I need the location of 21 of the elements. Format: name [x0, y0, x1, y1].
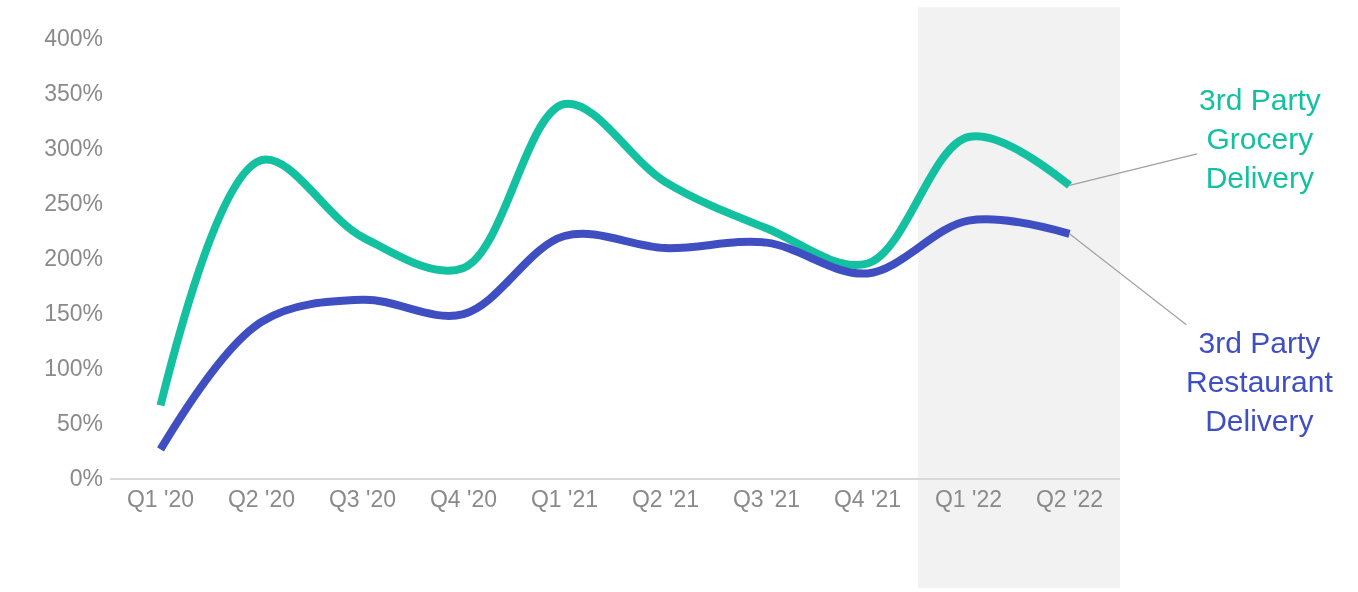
y-tick-label: 50%: [56, 410, 103, 437]
x-tick-label: Q1 '21: [530, 486, 599, 513]
y-tick-label: 250%: [44, 190, 103, 217]
text: 3rd Party Restaurant Delivery: [1186, 326, 1334, 437]
x-tick-label: Q3 '20: [328, 486, 397, 513]
y-tick-label: 150%: [44, 300, 103, 327]
x-tick-label: Q2 '21: [631, 486, 700, 513]
x-tick-label: Q1 '20: [126, 486, 195, 513]
y-tick-label: 0%: [69, 465, 103, 492]
x-tick-label: Q3 '21: [732, 486, 801, 513]
x-tick-label: Q2 '20: [227, 486, 296, 513]
x-tick-label: Q2 '22: [1035, 486, 1104, 513]
text: 3rd Party Grocery Delivery: [1199, 83, 1321, 194]
x-tick-label: Q1 '22: [934, 486, 1003, 513]
y-tick-label: 350%: [44, 80, 103, 107]
x-tick-label: Q4 '21: [833, 486, 902, 513]
y-tick-label: 400%: [44, 25, 103, 52]
y-tick-label: 200%: [44, 245, 103, 272]
y-tick-label: 100%: [44, 355, 103, 382]
x-tick-label: Q4 '20: [429, 486, 498, 513]
y-tick-label: 300%: [44, 135, 103, 162]
